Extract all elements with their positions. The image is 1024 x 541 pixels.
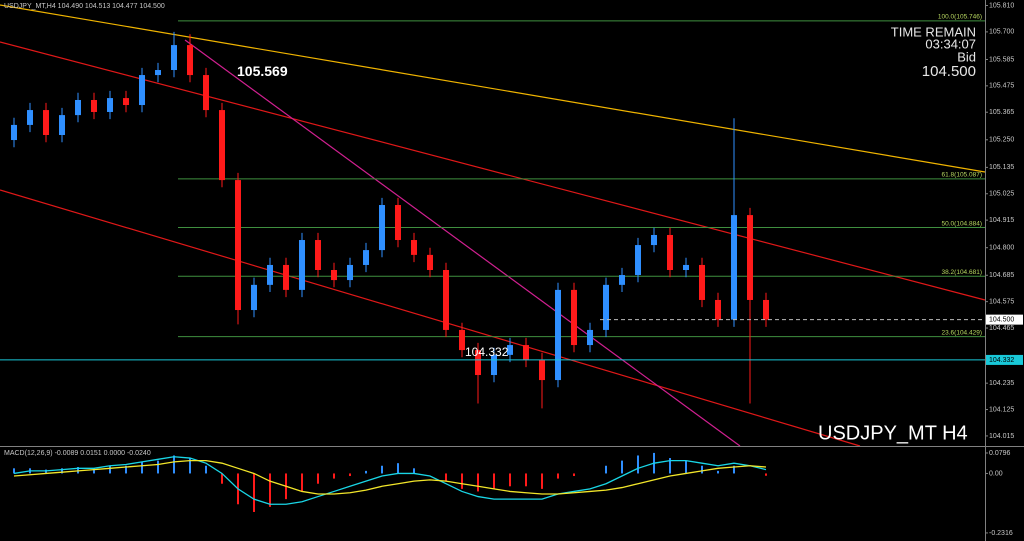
candle-body: [427, 254, 433, 270]
candle-body: [603, 284, 609, 330]
candle-body: [139, 75, 145, 106]
candle-body: [731, 215, 737, 320]
watermark: USDJPY_MT H4: [818, 422, 968, 444]
trend-line: [0, 4, 986, 173]
candle-body: [715, 299, 721, 320]
macd-line: [13, 459, 767, 495]
trend-lines: [0, 4, 986, 447]
candle-body: [123, 98, 129, 106]
candle-body: [171, 45, 177, 71]
candle-body: [283, 264, 289, 290]
timer: 03:34:07: [925, 36, 976, 51]
candle-body: [443, 269, 449, 330]
candle-body: [475, 350, 481, 376]
candle-body: [555, 289, 561, 381]
candle-body: [331, 269, 337, 281]
y-tick-label: 104.465: [989, 325, 1014, 332]
y-tick-label: 105.810: [989, 2, 1014, 9]
fib-label: 38.2(104.681): [942, 269, 982, 276]
candle-body: [683, 264, 689, 270]
fib-label: 100.0(105.746): [938, 14, 982, 21]
macd-title: MACD(12,26,9) -0.0089 0.0151 0.0000 -0.0…: [4, 450, 151, 457]
y-tick-label: 104.915: [989, 217, 1014, 224]
axis-marker: [986, 354, 1023, 365]
candle-body: [235, 180, 241, 311]
trend-line: [0, 41, 986, 301]
candle-body: [107, 98, 113, 112]
y-tick-label: 104.125: [989, 406, 1014, 413]
bid-marker: [986, 314, 1023, 325]
candle-body: [75, 99, 81, 116]
candle-body: [267, 264, 273, 285]
y-tick-label: 104.685: [989, 272, 1014, 279]
macd-line: [13, 456, 767, 505]
bid-marker-label: 104.500: [989, 316, 1014, 323]
candle-body: [315, 240, 321, 270]
fib-label: 61.8(105.087): [942, 172, 982, 179]
candle-body: [651, 234, 657, 246]
candle-body: [379, 205, 385, 251]
candle-body: [699, 264, 705, 300]
y-tick-label: 104.015: [989, 433, 1014, 440]
candle-body: [347, 264, 353, 281]
candle-body: [155, 70, 161, 76]
trend-line: [184, 39, 741, 447]
y-tick-label: 105.585: [989, 56, 1014, 63]
chart-title: USDJPY_MT,H4 104.490 104.513 104.477 104…: [4, 3, 165, 10]
candle-body: [507, 345, 513, 355]
candle-body: [363, 250, 369, 265]
candle-body: [299, 240, 305, 290]
candle-body: [459, 329, 465, 351]
candle-body: [747, 215, 753, 300]
candle-body: [763, 299, 769, 320]
y-tick-label: 104.575: [989, 298, 1014, 305]
fib-label: 23.6(104.429): [942, 329, 982, 336]
candle-body: [91, 99, 97, 112]
candle-body: [27, 110, 33, 125]
y-tick-label: 105.135: [989, 164, 1014, 171]
trend-line: [0, 189, 861, 447]
candle-body: [523, 345, 529, 360]
candle-body: [395, 205, 401, 241]
y-tick-label: 105.365: [989, 109, 1014, 116]
candle-body: [667, 234, 673, 270]
fib-label: 50.0(104.884): [942, 220, 982, 227]
candle-body: [619, 275, 625, 285]
candle-body: [635, 245, 641, 276]
candle-body: [587, 329, 593, 346]
y-tick-label: 105.475: [989, 83, 1014, 90]
y-tick-label: 104.800: [989, 245, 1014, 252]
candle-body: [411, 240, 417, 255]
candle-body: [491, 354, 497, 376]
y-tick-label: 0.0796: [989, 450, 1011, 457]
timer-label: TIME REMAIN: [891, 24, 976, 39]
candle-body: [59, 115, 65, 135]
candle-body: [43, 110, 49, 135]
y-tick-label: 105.700: [989, 29, 1014, 36]
y-tick-label: 105.250: [989, 137, 1014, 144]
candle-body: [187, 45, 193, 76]
candle-body: [219, 110, 225, 181]
y-tick-label: -0.2316: [989, 530, 1013, 537]
price-annotation: 105.569: [237, 63, 288, 79]
candle-body: [539, 359, 545, 381]
y-tick-label: 105.025: [989, 191, 1014, 198]
price-annotation: 104.332: [465, 345, 509, 359]
bid-price: 104.500: [922, 63, 976, 80]
candle-body: [11, 124, 17, 141]
y-tick-label: 104.235: [989, 380, 1014, 387]
candle-body: [571, 289, 577, 346]
axis-marker-label: 104.332: [989, 357, 1014, 364]
bid-label: Bid: [957, 49, 976, 64]
candle-body: [203, 75, 209, 111]
y-tick-label: 0.00: [989, 470, 1003, 477]
candle-body: [251, 284, 257, 311]
